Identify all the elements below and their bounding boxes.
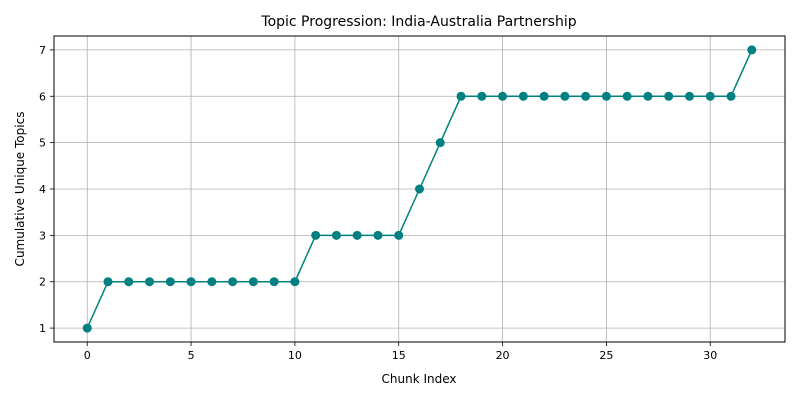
x-tick-label: 20 — [496, 349, 510, 362]
data-point — [601, 91, 611, 101]
y-tick-label: 1 — [39, 322, 46, 335]
data-point — [560, 91, 570, 101]
data-point — [705, 91, 715, 101]
data-point — [248, 277, 258, 287]
data-point — [124, 277, 134, 287]
data-point — [581, 91, 591, 101]
data-point — [373, 230, 383, 240]
x-axis-label: Chunk Index — [382, 372, 457, 386]
data-point — [145, 277, 155, 287]
x-tick-label: 5 — [188, 349, 195, 362]
data-point — [518, 91, 528, 101]
series-cumulative-topics — [82, 45, 757, 333]
data-point — [726, 91, 736, 101]
data-point — [82, 323, 92, 333]
data-point — [228, 277, 238, 287]
data-point — [415, 184, 424, 194]
data-point — [643, 91, 653, 101]
x-tick-label: 25 — [599, 349, 613, 362]
y-tick-label: 3 — [39, 229, 46, 242]
data-point — [290, 277, 300, 287]
data-point — [331, 230, 341, 240]
data-point — [539, 91, 549, 101]
data-point — [311, 230, 321, 240]
data-point — [394, 230, 404, 240]
data-point — [103, 277, 113, 287]
y-axis-label: Cumulative Unique Topics — [13, 112, 27, 267]
data-point — [664, 91, 674, 101]
y-tick-label: 5 — [39, 137, 46, 150]
data-point — [165, 277, 175, 287]
y-tick-label: 4 — [39, 183, 46, 196]
data-point — [477, 91, 487, 101]
x-tick-label: 15 — [392, 349, 406, 362]
data-point — [684, 91, 694, 101]
x-tick-label: 10 — [288, 349, 302, 362]
y-tick-label: 7 — [39, 44, 46, 57]
data-point — [747, 45, 757, 55]
x-tick-label: 30 — [703, 349, 717, 362]
data-point — [352, 230, 362, 240]
data-point — [456, 91, 466, 101]
data-point — [207, 277, 217, 287]
data-point — [622, 91, 632, 101]
chart-title: Topic Progression: India-Australia Partn… — [260, 14, 576, 30]
data-point — [186, 277, 196, 287]
data-point — [435, 138, 445, 148]
y-tick-label: 2 — [39, 276, 46, 289]
data-point — [498, 91, 508, 101]
x-tick-label: 0 — [84, 349, 91, 362]
y-tick-label: 6 — [39, 90, 46, 103]
axis-ticks: 0 5 10 15 20 25 30 1 2 3 4 5 6 7 — [39, 44, 717, 362]
data-point — [269, 277, 279, 287]
